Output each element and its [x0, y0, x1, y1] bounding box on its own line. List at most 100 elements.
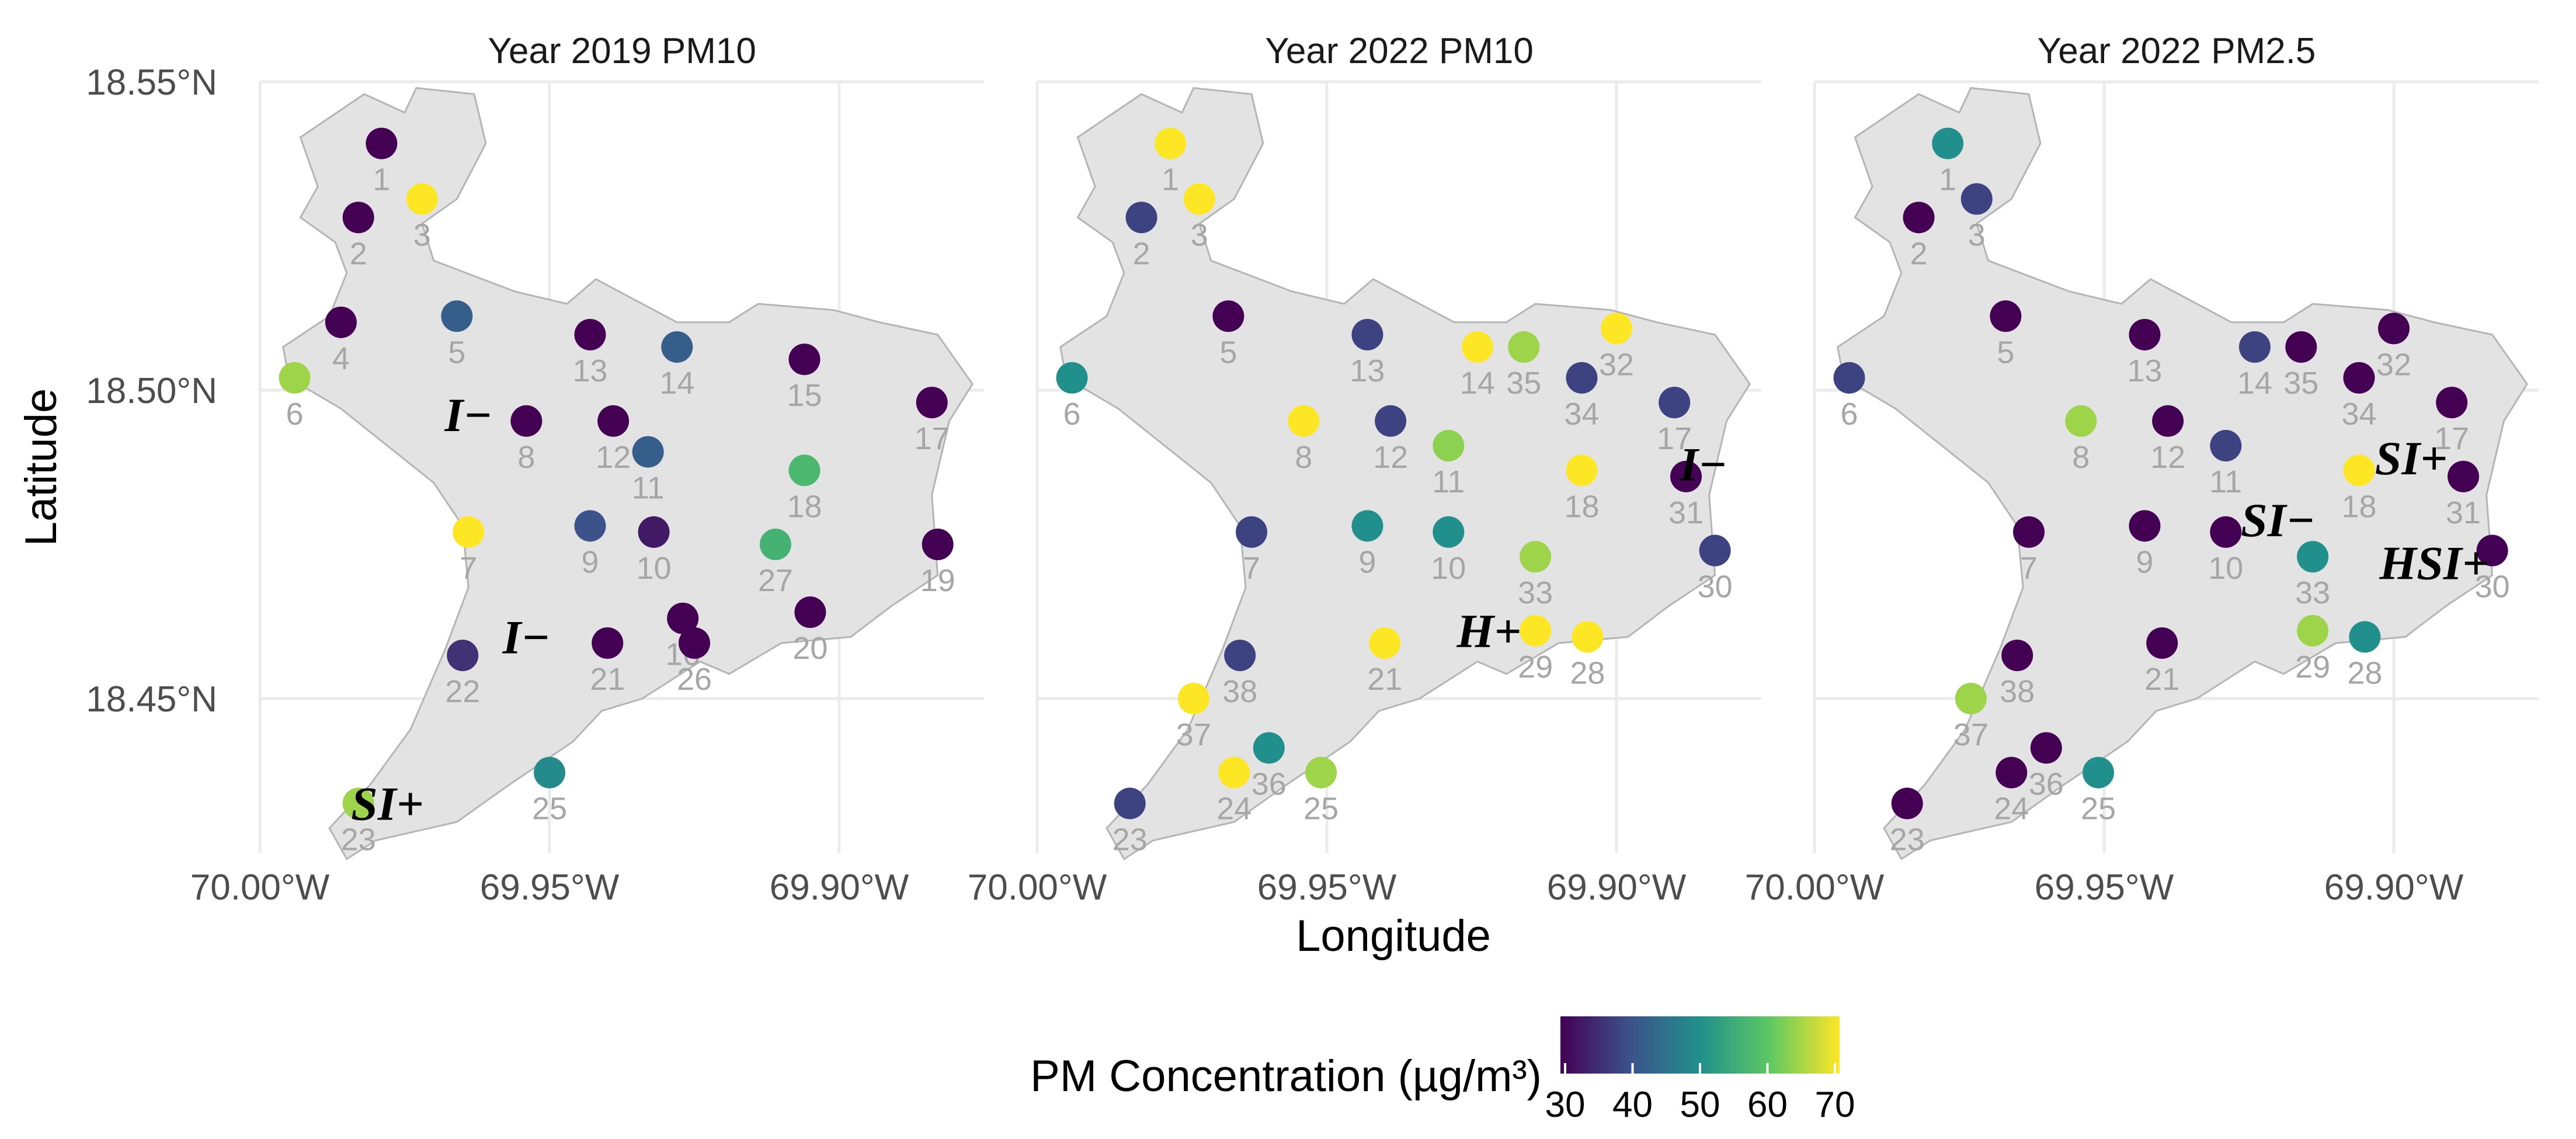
station-point [510, 405, 543, 437]
station-label: 5 [1219, 335, 1237, 370]
station-label: 12 [2150, 440, 2185, 475]
station-point [1659, 387, 1691, 419]
station-point [1932, 127, 1964, 159]
station-label: 11 [1432, 464, 1465, 499]
facet-title: Year 2019 PM10 [488, 31, 756, 71]
x-axis-title: Longitude [1296, 911, 1491, 961]
station-label: 37 [1176, 717, 1211, 752]
station-point [1833, 362, 1865, 394]
station-point [2065, 405, 2097, 437]
legend-tick-label: 70 [1815, 1085, 1855, 1125]
station-point [2436, 387, 2468, 419]
station-label: 17 [1657, 421, 1692, 456]
station-label: 21 [1367, 662, 1402, 697]
station-label: 37 [1953, 717, 1989, 752]
station-label: 11 [632, 471, 665, 506]
station-point [661, 331, 693, 363]
station-label: 12 [1373, 440, 1408, 475]
station-label: 30 [2475, 570, 2510, 605]
station-point [2297, 541, 2329, 573]
station-label: 6 [286, 397, 303, 432]
station-label: 2 [1133, 236, 1150, 271]
legend-title: PM Concentration (µg/m³) [1030, 1051, 1542, 1101]
legend-tick-label: 40 [1612, 1085, 1653, 1125]
station-label: 29 [2295, 650, 2330, 685]
station-label: 1 [1162, 162, 1179, 197]
station-label: 35 [2283, 366, 2318, 401]
station-label: 36 [2029, 766, 2064, 801]
station-point [1955, 683, 1987, 714]
y-tick-label: 18.45°N [86, 679, 217, 720]
station-label: 38 [2000, 674, 2035, 709]
station-label: 17 [2434, 421, 2469, 456]
station-point [1351, 318, 1383, 350]
station-point [574, 318, 606, 350]
station-label: 9 [1358, 544, 1376, 579]
station-label: 21 [590, 662, 625, 697]
station-point [534, 756, 565, 789]
station-label: 23 [341, 822, 376, 857]
station-point [1288, 405, 1320, 437]
x-tick-label: 69.95°W [480, 867, 620, 908]
cluster-annotation: HSI+ [2379, 537, 2489, 590]
x-tick-label: 69.95°W [2035, 867, 2174, 908]
cluster-annotation: SI+ [2375, 432, 2448, 485]
station-point [2129, 318, 2161, 350]
station-point [441, 300, 473, 332]
station-point [2476, 534, 2508, 567]
x-tick-label: 70.00°W [968, 867, 1107, 908]
station-label: 2 [1910, 236, 1928, 271]
x-tick-label: 69.90°W [2324, 867, 2464, 908]
station-label: 3 [1968, 218, 1986, 253]
station-label: 33 [2295, 575, 2330, 610]
station-label: 27 [758, 563, 793, 598]
x-tick-label: 69.90°W [1547, 867, 1687, 908]
station-label: 10 [637, 551, 672, 586]
station-label: 14 [1460, 366, 1495, 401]
station-label: 33 [1518, 575, 1553, 610]
station-point [1114, 787, 1146, 819]
station-label: 10 [2208, 551, 2243, 586]
station-label: 5 [448, 335, 465, 370]
station-point [592, 627, 624, 659]
station-point [2013, 516, 2045, 548]
station-label: 5 [1997, 335, 2014, 370]
station-label: 31 [2446, 495, 2481, 530]
y-axis-title: Latitude [16, 388, 66, 546]
cluster-annotation: I− [1679, 438, 1727, 491]
cluster-annotation: I− [502, 610, 551, 664]
station-label: 23 [1890, 822, 1925, 857]
station-point [1056, 362, 1088, 394]
station-label: 6 [1840, 397, 1858, 432]
station-point [1960, 183, 1993, 215]
station-label: 8 [517, 440, 535, 475]
station-point [2448, 460, 2480, 492]
station-point [1305, 756, 1337, 789]
station-point [342, 787, 374, 819]
station-point [1212, 300, 1244, 332]
station-label: 18 [2341, 489, 2376, 524]
station-point [342, 202, 374, 234]
station-label: 36 [1252, 766, 1287, 801]
station-point [279, 362, 311, 394]
station-point [1903, 202, 1935, 234]
station-label: 10 [1431, 551, 1466, 586]
station-label: 6 [1063, 397, 1080, 432]
x-tick-label: 69.95°W [1257, 867, 1397, 908]
station-label: 8 [2072, 440, 2090, 475]
x-tick-label: 69.90°W [770, 867, 909, 908]
station-label: 1 [373, 162, 390, 197]
station-point [325, 306, 357, 338]
cluster-annotation: SI− [2241, 494, 2315, 547]
station-label: 25 [1303, 791, 1339, 827]
station-label: 12 [596, 440, 631, 475]
station-label: 9 [581, 544, 599, 579]
station-point [2146, 627, 2178, 659]
legend-tick-label: 30 [1545, 1085, 1586, 1125]
station-label: 38 [1222, 674, 1257, 709]
cluster-annotation: I− [444, 388, 492, 442]
station-point [1369, 627, 1401, 659]
